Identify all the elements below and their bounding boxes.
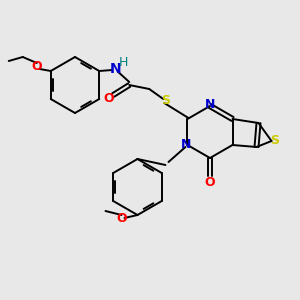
- Text: N: N: [205, 98, 215, 112]
- Text: S: S: [270, 134, 279, 148]
- Text: O: O: [205, 176, 215, 190]
- Text: O: O: [32, 61, 42, 74]
- Text: O: O: [103, 92, 114, 106]
- Text: N: N: [181, 139, 192, 152]
- Text: H: H: [118, 56, 128, 70]
- Text: N: N: [110, 62, 121, 76]
- Text: O: O: [116, 212, 127, 226]
- Text: S: S: [161, 94, 170, 107]
